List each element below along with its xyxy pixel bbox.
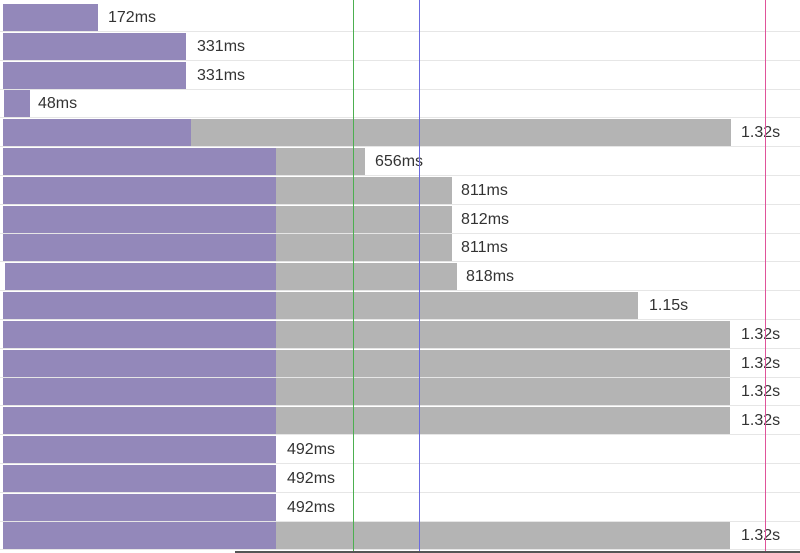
receive-segment (276, 350, 730, 377)
receive-segment (276, 292, 638, 319)
wait-segment (5, 263, 276, 290)
waterfall-row[interactable]: 1.32s (0, 119, 800, 146)
row-divider (0, 290, 800, 291)
waterfall-row[interactable]: 818ms (0, 263, 800, 290)
wait-segment (3, 407, 276, 434)
receive-segment (276, 177, 452, 204)
waterfall-row[interactable]: 48ms (0, 90, 800, 117)
duration-label: 492ms (287, 470, 336, 487)
duration-label: 656ms (375, 153, 424, 170)
receive-segment (276, 321, 730, 348)
wait-segment (3, 177, 276, 204)
wait-segment (3, 350, 276, 377)
receive-segment (276, 522, 730, 549)
row-divider (0, 89, 800, 90)
wait-segment (3, 321, 276, 348)
receive-segment (191, 119, 731, 146)
duration-label: 1.32s (741, 383, 781, 400)
row-divider (0, 117, 800, 118)
row-divider (0, 405, 800, 406)
receive-segment (276, 148, 365, 175)
duration-label: 331ms (197, 67, 246, 84)
wait-segment (3, 234, 276, 261)
receive-segment (276, 263, 457, 290)
row-divider (0, 31, 800, 32)
waterfall-row[interactable]: 1.15s (0, 292, 800, 319)
timeline-bottom-rule (235, 551, 800, 553)
row-divider (0, 463, 800, 464)
receive-segment (276, 378, 730, 405)
wait-segment (3, 62, 186, 89)
wait-segment (3, 494, 276, 521)
duration-label: 1.32s (741, 124, 781, 141)
row-divider (0, 348, 800, 349)
row-divider (0, 434, 800, 435)
duration-label: 811ms (461, 239, 508, 256)
duration-label: 811ms (461, 182, 508, 199)
duration-label: 812ms (461, 211, 510, 228)
row-divider (0, 377, 800, 378)
wait-segment (3, 119, 191, 146)
waterfall-row[interactable]: 172ms (0, 4, 800, 31)
row-divider (0, 233, 800, 234)
waterfall-row[interactable]: 1.32s (0, 522, 800, 549)
load-event-marker (419, 0, 420, 553)
row-divider (0, 521, 800, 522)
receive-segment (276, 234, 452, 261)
duration-label: 492ms (287, 499, 336, 516)
wait-segment (4, 90, 30, 117)
waterfall-row[interactable]: 1.32s (0, 350, 800, 377)
row-divider (0, 319, 800, 320)
row-divider (0, 175, 800, 176)
wait-segment (3, 206, 276, 233)
waterfall-row[interactable]: 331ms (0, 33, 800, 60)
waterfall-row[interactable]: 492ms (0, 465, 800, 492)
page-complete-marker (765, 0, 766, 553)
wait-segment (3, 522, 276, 549)
wait-segment (3, 4, 98, 31)
duration-label: 1.32s (741, 326, 781, 343)
waterfall-row[interactable]: 492ms (0, 494, 800, 521)
duration-label: 1.15s (649, 297, 689, 314)
dom-content-loaded-marker (353, 0, 354, 553)
row-divider (0, 204, 800, 205)
row-divider (0, 146, 800, 147)
duration-label: 1.32s (741, 355, 781, 372)
duration-label: 172ms (108, 9, 157, 26)
wait-segment (3, 436, 276, 463)
row-divider (0, 60, 800, 61)
waterfall-row[interactable]: 1.32s (0, 321, 800, 348)
duration-label: 1.32s (741, 412, 781, 429)
wait-segment (3, 378, 276, 405)
wait-segment (3, 465, 276, 492)
duration-label: 492ms (287, 441, 336, 458)
duration-label: 331ms (197, 38, 246, 55)
row-divider (0, 492, 800, 493)
waterfall-row[interactable]: 1.32s (0, 378, 800, 405)
row-divider (0, 261, 800, 262)
receive-segment (276, 407, 730, 434)
wait-segment (3, 148, 276, 175)
waterfall-row[interactable]: 812ms (0, 206, 800, 233)
waterfall-row[interactable]: 811ms (0, 177, 800, 204)
waterfall-row[interactable]: 1.32s (0, 407, 800, 434)
wait-segment (3, 292, 276, 319)
wait-segment (3, 33, 186, 60)
duration-label: 1.32s (741, 527, 781, 544)
waterfall-row[interactable]: 492ms (0, 436, 800, 463)
receive-segment (276, 206, 452, 233)
duration-label: 48ms (38, 95, 78, 112)
row-divider (0, 549, 800, 550)
waterfall-row[interactable]: 331ms (0, 62, 800, 89)
waterfall-row[interactable]: 811ms (0, 234, 800, 261)
waterfall-row[interactable]: 656ms (0, 148, 800, 175)
duration-label: 818ms (466, 268, 515, 285)
